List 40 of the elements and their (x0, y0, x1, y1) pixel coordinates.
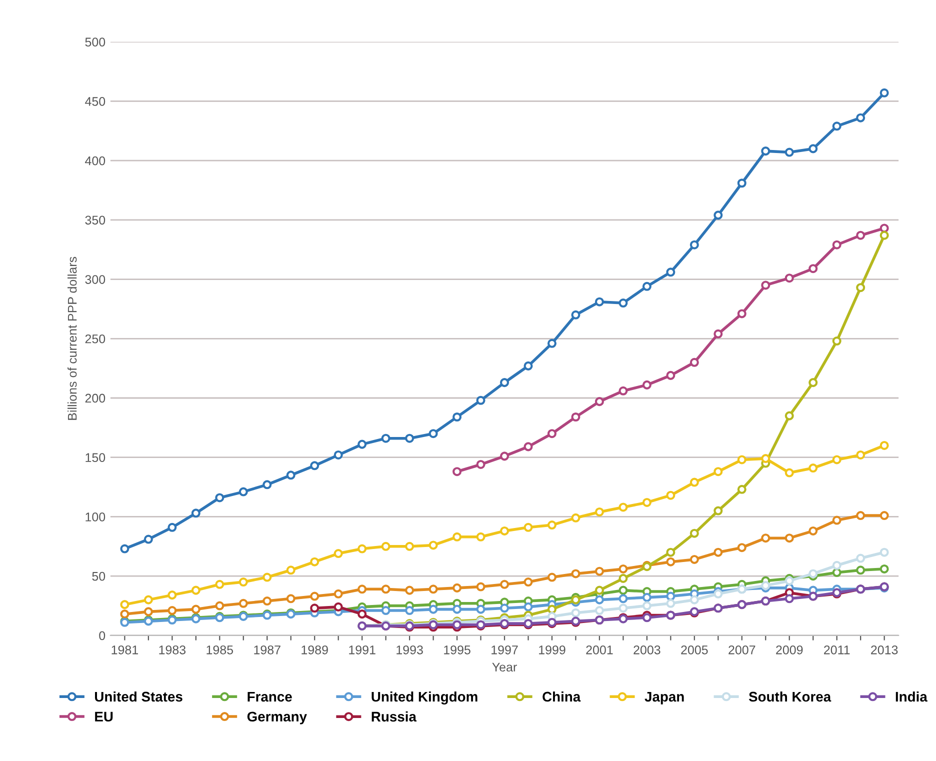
x-tick-label: 2007 (728, 645, 756, 654)
legend-label: China (542, 691, 581, 702)
y-tick-label: 150 (86, 453, 106, 462)
y-axis-title: Billions of current PPP dollars (68, 256, 77, 420)
legend-label: Germany (247, 712, 307, 724)
x-tick-label: 1989 (302, 645, 328, 654)
y-tick-label: 300 (85, 275, 106, 284)
y-tick-label: 500 (85, 38, 106, 47)
legend-label: South Korea (748, 691, 832, 702)
x-tick-label: 2003 (634, 645, 660, 654)
x-tick-label: 2009 (776, 645, 803, 654)
y-tick-label: 0 (99, 631, 106, 640)
x-tick-label: 1983 (159, 645, 186, 654)
legend-label: United States (95, 691, 182, 702)
y-tick-label: 250 (85, 334, 106, 344)
x-tick-label: 1981 (112, 645, 138, 654)
y-tick-label: 450 (85, 97, 106, 106)
y-tick-label: 50 (92, 572, 106, 581)
x-tick-label: 2013 (871, 645, 898, 654)
y-tick-label: 350 (85, 216, 106, 225)
x-tick-label: 1997 (492, 645, 518, 654)
x-tick-label: 1999 (539, 645, 566, 654)
y-tick-label: 400 (85, 156, 106, 166)
x-tick-label: 2005 (681, 645, 708, 654)
x-tick-label: 1987 (254, 645, 280, 654)
x-tick-label: 1985 (206, 645, 234, 654)
legend-label: Russia (372, 711, 417, 722)
legend-label: United Kingdom (372, 691, 478, 704)
x-tick-label: 1993 (396, 645, 423, 654)
y-tick-label: 200 (85, 394, 106, 403)
x-tick-label: 2011 (824, 645, 850, 654)
legend-label: EU (95, 712, 113, 722)
x-tick-label: 2001 (586, 645, 613, 654)
legend-label: India (896, 691, 928, 702)
legend-label: France (248, 692, 292, 702)
x-axis-title: Year (492, 662, 517, 672)
x-tick-label: 1991 (349, 645, 376, 654)
x-tick-label: 1995 (444, 645, 470, 654)
legend-label: Japan (644, 692, 684, 704)
y-tick-label: 100 (86, 512, 106, 522)
